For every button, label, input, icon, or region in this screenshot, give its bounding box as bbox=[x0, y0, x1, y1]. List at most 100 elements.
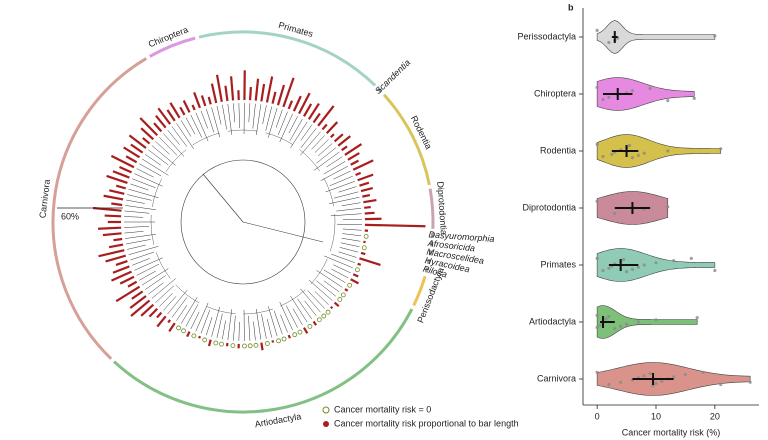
tree-tip bbox=[275, 109, 283, 128]
risk-bar bbox=[142, 137, 151, 145]
data-point bbox=[607, 382, 611, 387]
tree-tip bbox=[311, 135, 325, 150]
tree-tip bbox=[336, 207, 362, 212]
tree-tip bbox=[136, 168, 154, 178]
risk-bar bbox=[355, 171, 362, 176]
zero-marker bbox=[264, 341, 270, 346]
violin bbox=[596, 77, 695, 111]
data-point bbox=[627, 143, 632, 148]
tree-tip bbox=[314, 139, 329, 153]
risk-bar bbox=[115, 285, 141, 303]
tree-tip bbox=[300, 128, 317, 149]
risk-bar bbox=[156, 315, 167, 328]
zero-marker bbox=[292, 332, 298, 338]
risk-bar bbox=[125, 155, 138, 164]
legend-zero-swatch bbox=[322, 406, 330, 414]
data-point bbox=[636, 320, 640, 324]
tree-tip bbox=[125, 233, 156, 239]
tree-tip bbox=[316, 280, 337, 297]
tree-tip bbox=[171, 297, 188, 318]
risk-bar bbox=[359, 181, 370, 187]
tree-tip bbox=[144, 275, 166, 290]
risk-bar bbox=[127, 280, 138, 288]
tree-tip bbox=[200, 110, 208, 129]
scale-bar-label: 60% bbox=[61, 211, 79, 221]
risk-bar bbox=[357, 173, 374, 182]
clade-label: Carnivora bbox=[37, 179, 51, 219]
tree-tip bbox=[273, 310, 283, 335]
tree-tip bbox=[167, 289, 188, 315]
data-point bbox=[701, 370, 705, 374]
risk-bar bbox=[102, 232, 122, 237]
risk-bar bbox=[113, 237, 123, 242]
risk-bar bbox=[210, 83, 218, 104]
risk-bar bbox=[92, 206, 122, 212]
risk-bar bbox=[105, 254, 127, 263]
risk-bar bbox=[317, 105, 335, 127]
tree-tip bbox=[280, 314, 288, 333]
data-point bbox=[630, 156, 635, 160]
tree-tip bbox=[253, 321, 256, 341]
x-tick-label: 20 bbox=[710, 411, 720, 421]
data-point bbox=[683, 373, 688, 377]
data-point bbox=[619, 380, 623, 384]
risk-bar bbox=[156, 311, 163, 319]
risk-bar bbox=[167, 319, 172, 324]
risk-bar bbox=[119, 275, 135, 285]
data-point bbox=[607, 266, 611, 270]
tree-tip bbox=[144, 154, 161, 166]
tree-tip bbox=[325, 181, 355, 193]
risk-bar bbox=[254, 78, 260, 101]
data-point bbox=[719, 147, 723, 151]
tree-tip bbox=[205, 108, 215, 133]
zero-marker bbox=[219, 341, 224, 347]
risk-bar bbox=[168, 322, 176, 332]
tree-tip bbox=[314, 291, 329, 305]
risk-bar bbox=[312, 112, 321, 124]
violin bbox=[596, 248, 716, 282]
tree-tip bbox=[176, 123, 194, 150]
legend-bar-swatch bbox=[323, 421, 329, 427]
clade-arc bbox=[426, 258, 431, 265]
clade-label: Scandentia bbox=[373, 57, 412, 95]
clade-arc bbox=[424, 267, 429, 273]
tree-tip bbox=[308, 279, 333, 301]
tree-tip bbox=[300, 131, 321, 156]
zero-marker bbox=[247, 343, 253, 349]
zero-marker bbox=[276, 338, 281, 344]
tree-tip bbox=[126, 199, 145, 204]
tree-tip bbox=[261, 314, 267, 339]
risk-bar bbox=[128, 134, 147, 149]
risk-bar bbox=[360, 186, 374, 193]
tree-tip bbox=[307, 290, 325, 309]
risk-bar bbox=[352, 159, 374, 171]
zero-marker bbox=[347, 282, 353, 288]
risk-bar bbox=[115, 260, 128, 266]
data-point bbox=[595, 325, 599, 330]
violin bbox=[596, 305, 698, 339]
tree-tip bbox=[265, 106, 273, 131]
tree-tip bbox=[248, 103, 251, 123]
tree-tip bbox=[211, 107, 220, 138]
tree-branch bbox=[242, 221, 324, 243]
clade-label: Chiroptera bbox=[147, 24, 190, 49]
risk-bar bbox=[111, 270, 132, 282]
zero-marker bbox=[230, 343, 236, 348]
risk-bar bbox=[344, 143, 363, 156]
risk-bar bbox=[329, 133, 335, 139]
tree-tip bbox=[290, 121, 308, 149]
risk-bar bbox=[312, 320, 317, 326]
tree-tip bbox=[128, 188, 159, 198]
risk-bar bbox=[109, 189, 125, 195]
zero-marker bbox=[176, 325, 181, 331]
data-point bbox=[607, 314, 611, 319]
tree-tip bbox=[333, 191, 359, 199]
tree-tip bbox=[171, 126, 188, 147]
tree-tip bbox=[163, 133, 185, 157]
tree-tip bbox=[262, 105, 267, 124]
tree-tip bbox=[267, 107, 278, 138]
data-point bbox=[719, 382, 723, 387]
risk-bar bbox=[271, 91, 277, 104]
y-tick-label: Artiodactyla bbox=[529, 316, 576, 326]
risk-bar bbox=[140, 303, 155, 317]
